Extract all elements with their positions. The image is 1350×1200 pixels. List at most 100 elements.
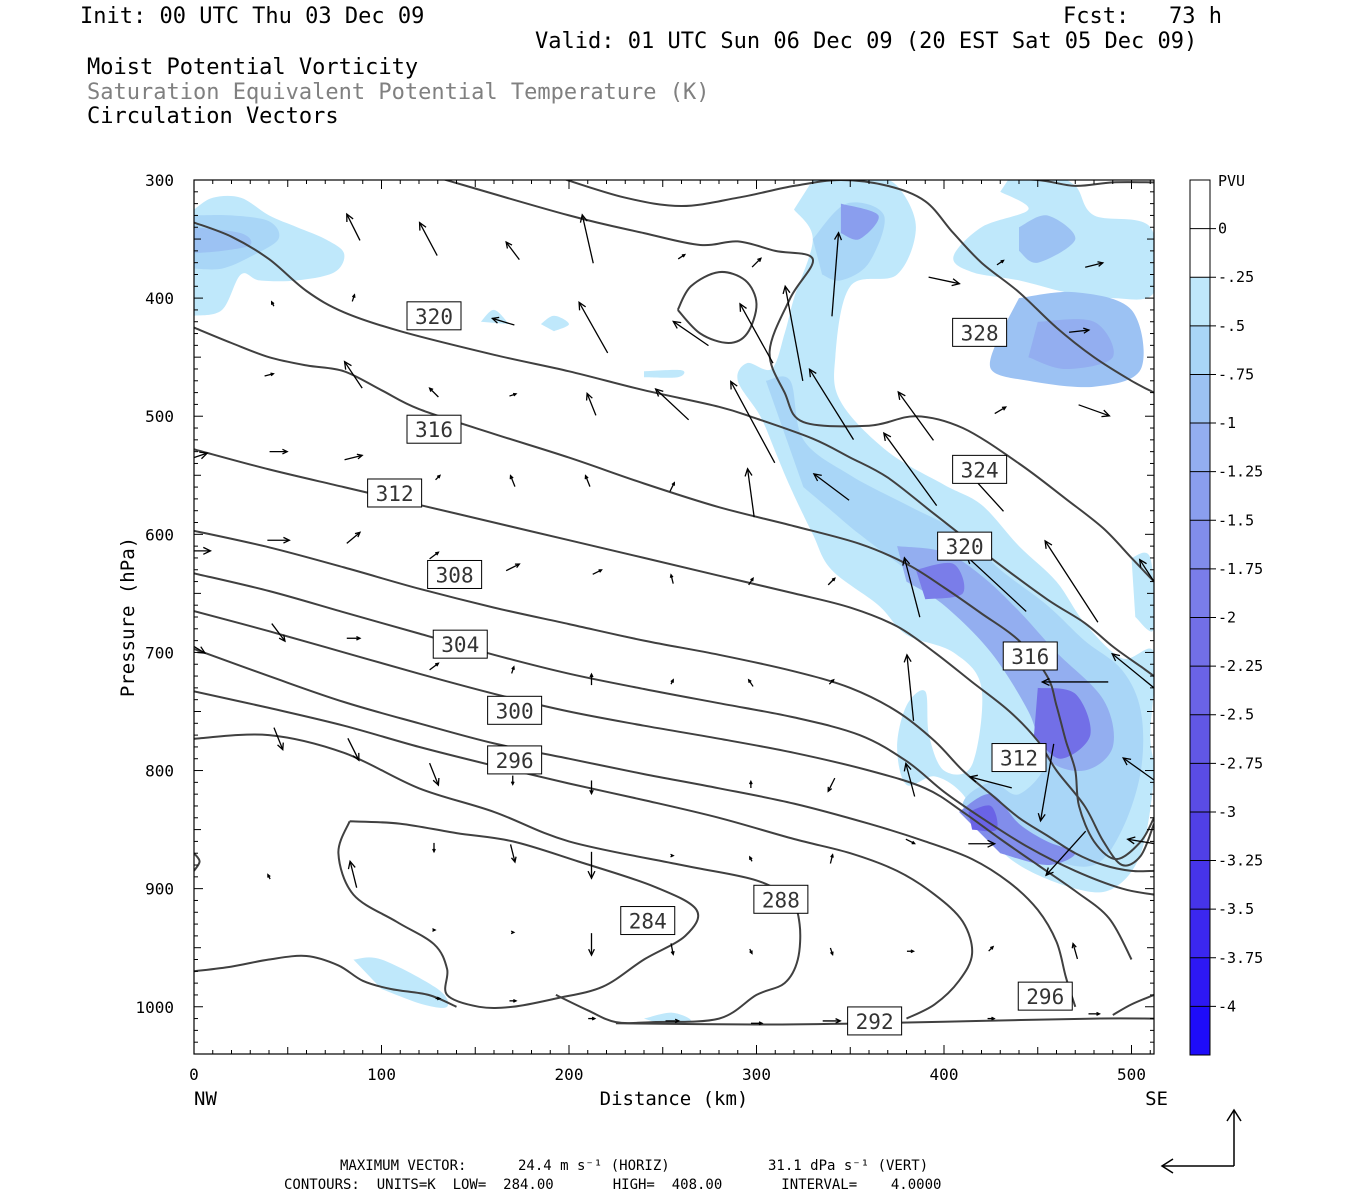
colorbar-label: -.25	[1218, 268, 1254, 286]
circulation-vector	[827, 577, 836, 586]
circulation-vector	[905, 838, 916, 845]
circulation-vector	[968, 839, 997, 848]
colorbar-swatch	[1190, 957, 1210, 1007]
circulation-vector	[670, 943, 675, 956]
circulation-vector	[510, 930, 516, 935]
theta-e-contour-line	[442, 180, 1154, 583]
circulation-vector	[1111, 652, 1154, 689]
circulation-vector	[1044, 539, 1099, 623]
theta-e-contour-line	[1021, 180, 1154, 187]
circulation-vector	[829, 853, 834, 864]
circulation-vector	[1138, 558, 1154, 583]
circulation-vector	[267, 536, 291, 544]
y-tick-label: 800	[145, 762, 174, 781]
circulation-vector	[670, 853, 675, 858]
y-tick-label: 400	[145, 289, 174, 308]
circulation-vector	[271, 623, 286, 643]
y-tick-label: 900	[145, 880, 174, 899]
y-axis-label: Pressure (hPa)	[117, 537, 139, 697]
y-tick-label: 700	[145, 643, 174, 662]
circulation-vectors	[194, 212, 1154, 1026]
max-vector-label: MAXIMUM VECTOR:	[340, 1158, 467, 1174]
circulation-vector	[739, 302, 774, 364]
colorbar-label: 0	[1218, 220, 1227, 238]
pv-colorbar: 0 -.25 -.5 -.75 -1 -1.25 -1.5 -1.75 -2 -2.25 -2.5 -…	[1189, 179, 1263, 1056]
x-tick-label: 500	[1117, 1065, 1146, 1084]
x-end-label-se: SE	[1145, 1088, 1168, 1110]
circulation-vector	[429, 662, 440, 671]
contour-label-box	[487, 745, 543, 775]
circulation-vector	[509, 474, 516, 487]
circulation-vector	[578, 301, 609, 354]
circulation-vector	[1078, 404, 1111, 418]
contour-label-box	[432, 629, 488, 659]
colorbar-swatch	[1190, 811, 1210, 861]
circulation-vector	[751, 1021, 764, 1026]
x-tick-label: 0	[189, 1065, 199, 1084]
circulation-vector	[808, 367, 855, 440]
reference-vector-icon	[1160, 1108, 1242, 1174]
circulation-vector	[343, 360, 363, 389]
pv-patch	[1034, 687, 1091, 759]
field-title-vectors: Circulation Vectors	[87, 104, 339, 129]
circulation-vector	[1085, 261, 1105, 268]
colorbar-label: -3.5	[1218, 900, 1254, 918]
circulation-vector	[435, 996, 442, 1001]
contour-label: 312	[376, 482, 414, 506]
circulation-vector	[730, 380, 776, 464]
contour-label: 304	[441, 633, 479, 657]
theta-e-contour-line	[194, 852, 201, 872]
theta-e-contour-line	[194, 610, 1133, 960]
contour-label: 308	[436, 563, 474, 587]
contour-label-box	[1002, 641, 1058, 671]
contour-label: 296	[496, 749, 534, 773]
init-time: Init: 00 UTC Thu 03 Dec 09	[80, 4, 425, 29]
colorbar-label: -.75	[1218, 365, 1254, 383]
circulation-vector	[782, 284, 804, 381]
contour-label-box	[367, 478, 423, 508]
circulation-vector	[1121, 757, 1154, 781]
circulation-vector	[429, 551, 440, 560]
circulation-vector	[882, 431, 938, 507]
theta-e-contour-line	[194, 326, 1154, 861]
circulation-vector	[829, 947, 834, 956]
y-tick-label: 500	[145, 407, 174, 426]
circulation-vector	[669, 573, 674, 584]
theta-e-contour-line	[563, 180, 1154, 394]
contour-label: 312	[1000, 747, 1038, 771]
circulation-vector	[1088, 1011, 1101, 1016]
max-vector-horiz: 24.4 m s⁻¹ (HORIZ)	[518, 1158, 670, 1174]
circulation-vector	[505, 563, 521, 572]
circulation-vector	[996, 259, 1005, 266]
valid-time: Valid: 01 UTC Sun 06 Dec 09 (20 EST Sat …	[535, 29, 1198, 54]
circulation-vector	[749, 948, 753, 955]
circulation-vector	[194, 546, 212, 555]
circulation-vector	[897, 390, 935, 441]
circulation-vector	[1069, 327, 1091, 334]
colorbar-label: -1	[1218, 414, 1236, 432]
axis-ticks: 0 100 200 300 400 500 300 400 500 600 700 800 900 100…	[135, 171, 1154, 1084]
contour-label-box	[406, 301, 462, 331]
circulation-vector	[968, 774, 1012, 789]
circulation-vector	[579, 213, 594, 264]
contour-label-box	[427, 559, 483, 589]
circulation-vector	[903, 762, 916, 797]
theta-e-contour-line	[194, 448, 1154, 867]
colorbar-label: -.5	[1218, 317, 1245, 335]
colorbar-label: -3	[1218, 803, 1236, 821]
circulation-vector	[994, 406, 1008, 415]
pv-patch	[840, 203, 879, 240]
colorbar-swatch	[1190, 909, 1210, 958]
circulation-vector	[906, 949, 916, 954]
circulation-vector	[432, 928, 437, 932]
contour-label-box	[991, 743, 1047, 773]
circulation-vector	[1045, 830, 1087, 877]
circulation-vector	[831, 231, 843, 317]
theta-e-contours	[194, 180, 1154, 1026]
contour-label: 296	[1026, 985, 1064, 1009]
circulation-vector	[672, 320, 709, 347]
theta-e-contour-line	[194, 690, 974, 1020]
circulation-vector	[585, 392, 597, 416]
theta-e-contour-line	[337, 820, 700, 1009]
circulation-vector	[748, 577, 754, 586]
